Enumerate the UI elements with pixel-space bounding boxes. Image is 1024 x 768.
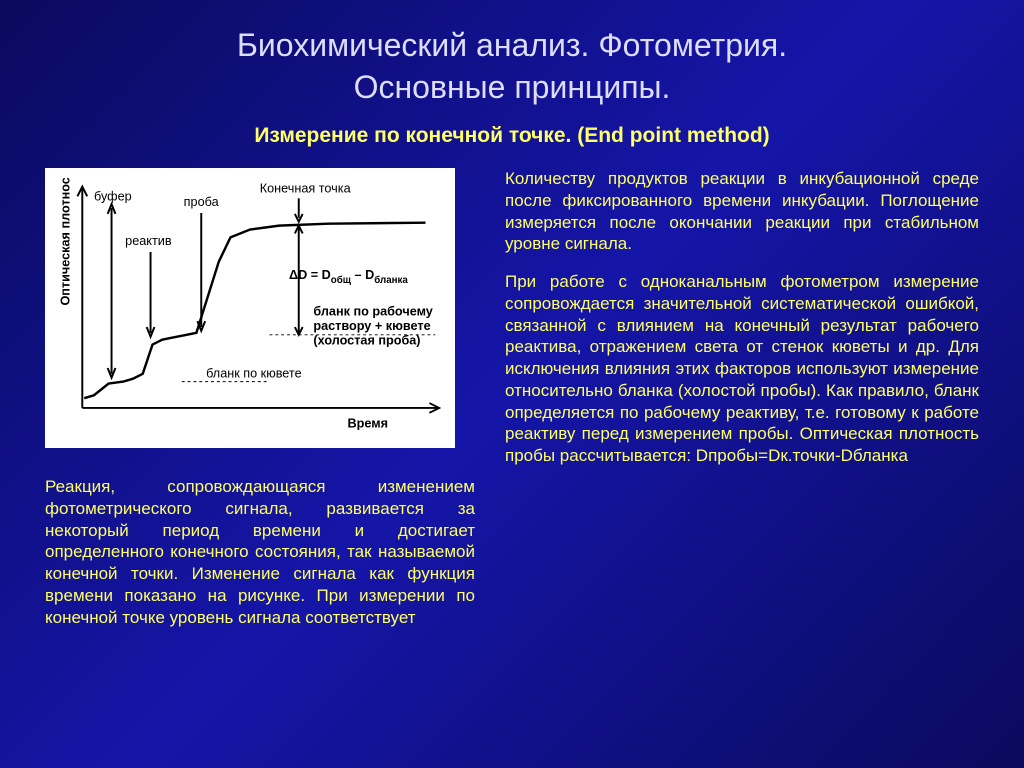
formula-sub1: общ [331,275,352,286]
x-axis-label: Время [347,417,388,431]
formula-label: ΔD = Dобщ – Dбланка [289,268,408,286]
right-paragraph-1: Количеству продуктов реакции в инкубацио… [505,168,979,255]
sample-label: проба [184,195,220,209]
reagent-label: реактив [125,234,172,248]
formula-part1: ΔD = D [289,268,331,282]
slide-container: Биохимический анализ. Фотометрия. Основн… [0,0,1024,768]
buffer-label: буфер [94,189,132,203]
blank-working-label-3: (холостая проба) [313,334,420,348]
formula-mid: – D [351,268,374,282]
blank-working-label-2: раствору + кювете [313,319,430,333]
title-line-2: Основные принципы. [354,69,671,105]
formula-sub2: бланка [374,275,408,286]
y-axis-label: Оптическая плотность [59,178,73,306]
right-paragraph-2: При работе с одноканальным фотометром из… [505,271,979,467]
right-column: Количеству продуктов реакции в инкубацио… [505,168,979,628]
slide-subtitle: Измерение по конечной точке. (End point … [45,124,979,148]
endpoint-chart: Оптическая плотность Время буфер реактив [45,168,455,448]
chart-svg: Оптическая плотность Время буфер реактив [55,178,445,438]
left-paragraph: Реакция, сопровождающаяся изменением фот… [45,476,475,628]
slide-title: Биохимический анализ. Фотометрия. Основн… [45,25,979,108]
title-line-1: Биохимический анализ. Фотометрия. [237,27,787,63]
blank-cuvette-label: бланк по кювете [206,367,301,381]
left-column: Оптическая плотность Время буфер реактив [45,168,475,628]
endpoint-label: Конечная точка [260,182,352,196]
content-row: Оптическая плотность Время буфер реактив [45,168,979,628]
blank-working-label-1: бланк по рабочему [313,305,432,319]
